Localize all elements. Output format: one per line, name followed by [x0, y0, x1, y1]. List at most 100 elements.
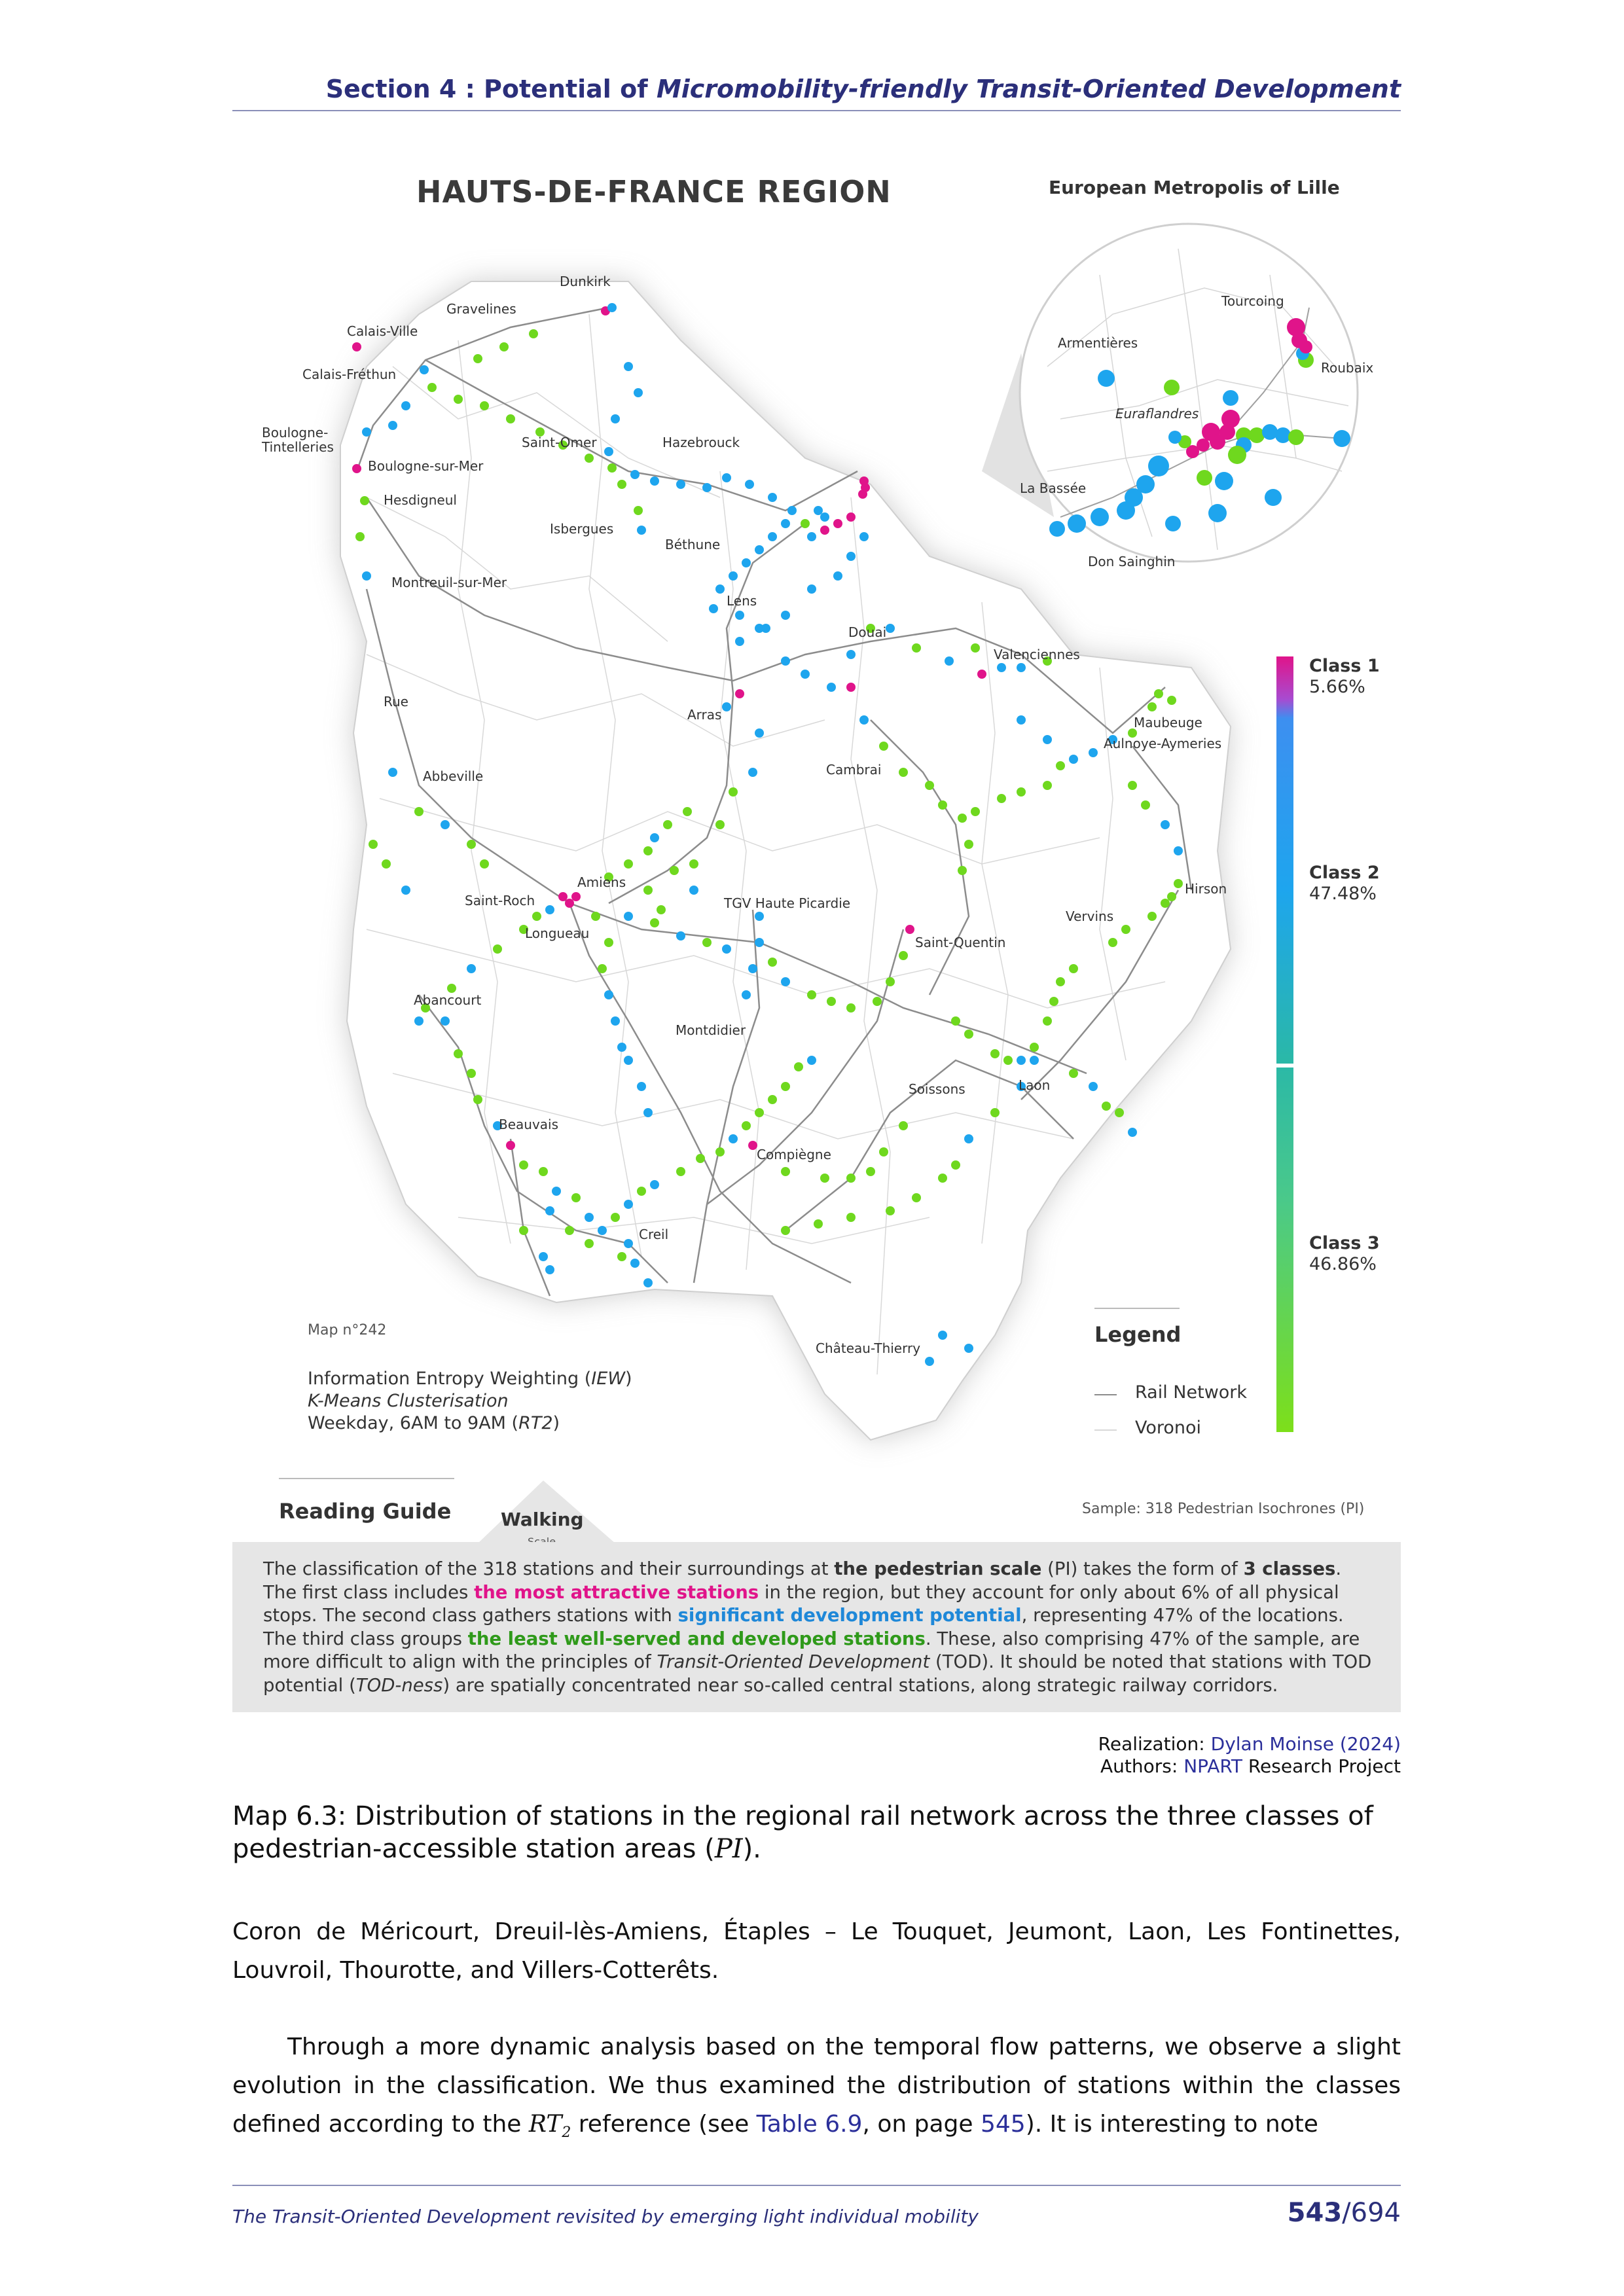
- station-dot: [722, 944, 731, 954]
- station-dot: [506, 414, 515, 423]
- guide-rule: [279, 1478, 454, 1479]
- station-dot: [355, 532, 365, 541]
- station-dot: [643, 886, 653, 895]
- inset-station-dot: [1165, 516, 1181, 531]
- class-2-label: Class 2 47.48%: [1309, 863, 1380, 904]
- station-dot: [846, 552, 856, 561]
- station-dot: [421, 1003, 430, 1013]
- station-dot: [1128, 728, 1137, 738]
- station-dot: [820, 512, 829, 522]
- station-dot: [807, 532, 816, 541]
- station-dot: [676, 1167, 685, 1176]
- station-dot: [702, 483, 712, 492]
- station-dot: [827, 997, 836, 1006]
- station-dot: [781, 656, 790, 666]
- table-link[interactable]: Table 6.9: [756, 2111, 863, 2138]
- station-dot: [637, 526, 646, 535]
- station-dot: [650, 1180, 659, 1189]
- station-dot: [925, 781, 934, 790]
- city-label: Arras: [687, 707, 722, 723]
- city-label: Lens: [727, 593, 757, 609]
- station-dot: [748, 1141, 757, 1150]
- city-label: Amiens: [577, 874, 626, 890]
- station-dot: [1017, 787, 1026, 797]
- station-dot: [859, 715, 869, 725]
- inset-station-dot: [1049, 521, 1065, 537]
- station-dot: [539, 1167, 548, 1176]
- station-dot: [545, 1206, 554, 1215]
- inset-station-dot: [1148, 456, 1169, 476]
- station-dot: [414, 1016, 424, 1026]
- station-dot: [781, 1167, 790, 1176]
- station-dot: [362, 571, 371, 581]
- station-dot: [1043, 656, 1052, 666]
- inset-station-dot: [1197, 470, 1212, 486]
- station-dot: [607, 303, 617, 312]
- station-dot: [715, 1147, 725, 1157]
- station-dot: [624, 859, 633, 869]
- authors-link[interactable]: NPART: [1183, 1755, 1242, 1777]
- station-dot: [643, 1108, 653, 1117]
- city-label: Saint-Omer: [522, 435, 597, 450]
- station-dot: [441, 1016, 450, 1026]
- city-label: Montdidier: [676, 1022, 746, 1038]
- station-dot: [938, 1174, 947, 1183]
- city-label: Aulnoye-Aymeries: [1104, 736, 1222, 751]
- city-label: Boulogne- Tintelleries: [262, 425, 334, 455]
- station-dot: [1043, 1016, 1052, 1026]
- station-dot: [846, 650, 856, 659]
- inset-station-dot: [1275, 427, 1291, 443]
- station-dot: [971, 643, 980, 653]
- station-dot: [689, 886, 698, 895]
- station-dot: [611, 1213, 620, 1222]
- station-dot: [630, 470, 640, 479]
- inset-station-dot: [1219, 424, 1235, 440]
- station-dot: [742, 990, 751, 999]
- reading-guide-title: Reading Guide: [279, 1499, 452, 1524]
- inset-city-label: Don Sainghin: [1088, 554, 1176, 569]
- station-dot: [1128, 781, 1137, 790]
- station-dot: [715, 584, 725, 594]
- station-dot: [912, 1193, 921, 1202]
- station-dot: [1030, 1043, 1039, 1052]
- station-dot: [689, 859, 698, 869]
- station-dot: [820, 526, 829, 535]
- station-dot: [420, 365, 429, 374]
- station-dot: [532, 912, 541, 921]
- station-dot: [964, 1344, 973, 1353]
- station-dot: [748, 964, 757, 973]
- city-label: Montreuil-sur-Mer: [391, 575, 507, 590]
- station-dot: [866, 1167, 875, 1176]
- station-dot: [801, 519, 810, 528]
- station-dot: [663, 820, 672, 829]
- page-link[interactable]: 545: [981, 2111, 1026, 2138]
- station-dot: [814, 506, 823, 515]
- station-dot: [827, 683, 836, 692]
- city-label: Saint-Quentin: [915, 935, 1006, 950]
- realization-link[interactable]: Dylan Moinse (2024): [1210, 1733, 1401, 1755]
- station-dot: [1108, 938, 1117, 947]
- inset-station-dot: [1186, 445, 1199, 458]
- station-dot: [768, 958, 777, 967]
- station-dot: [997, 663, 1006, 672]
- city-label: Valenciennes: [994, 647, 1080, 662]
- body-paragraph: Coron de Méricourt, Dreuil-lès-Amiens, É…: [232, 1918, 1401, 1984]
- inset-station-dot: [1228, 446, 1246, 464]
- station-dot: [683, 807, 692, 816]
- station-dot: [1056, 977, 1065, 986]
- station-dot: [624, 1056, 633, 1065]
- station-dot: [493, 1121, 502, 1130]
- station-dot: [598, 1226, 607, 1235]
- station-dot: [951, 1160, 960, 1170]
- station-dot: [958, 866, 967, 875]
- station-dot: [1141, 800, 1150, 810]
- station-dot: [990, 1049, 1000, 1058]
- station-dot: [879, 1147, 888, 1157]
- credits: Realization: Dylan Moinse (2024) Authors…: [1098, 1733, 1401, 1777]
- station-dot: [742, 558, 751, 567]
- inset-station-dot: [1287, 318, 1305, 336]
- figure-caption: Map 6.3: Distribution of stations in the…: [232, 1801, 1373, 1864]
- station-dot: [958, 814, 967, 823]
- station-dot: [630, 1259, 640, 1268]
- city-label: Compiègne: [757, 1147, 831, 1162]
